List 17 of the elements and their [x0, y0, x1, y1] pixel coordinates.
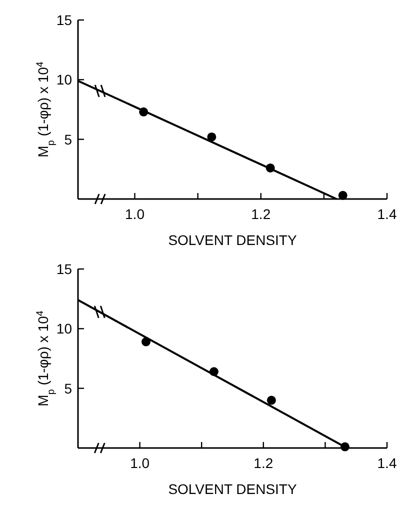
- x-axis-title: SOLVENT DENSITY: [168, 481, 298, 497]
- x-tick-label: 1.0: [125, 206, 145, 222]
- y-tick-label: 15: [56, 261, 72, 277]
- y-tick-label: 10: [56, 320, 72, 337]
- point: [207, 132, 216, 142]
- point: [266, 396, 276, 405]
- y-tick-label: 15: [56, 12, 72, 28]
- x-axis-title: SOLVENT DENSITY: [168, 232, 298, 248]
- x-tick-label: 1.0: [130, 455, 150, 471]
- y-tick-label: 5: [64, 380, 72, 396]
- y-tick-label: 10: [56, 72, 72, 88]
- x-tick-label: 1.2: [251, 206, 271, 222]
- x-tick-label: 1.2: [254, 455, 274, 471]
- point: [338, 190, 348, 200]
- x-tick-label: 1.4: [377, 455, 397, 471]
- x-tick-label: 1.4: [377, 206, 397, 222]
- y-tick-label: 5: [64, 131, 72, 148]
